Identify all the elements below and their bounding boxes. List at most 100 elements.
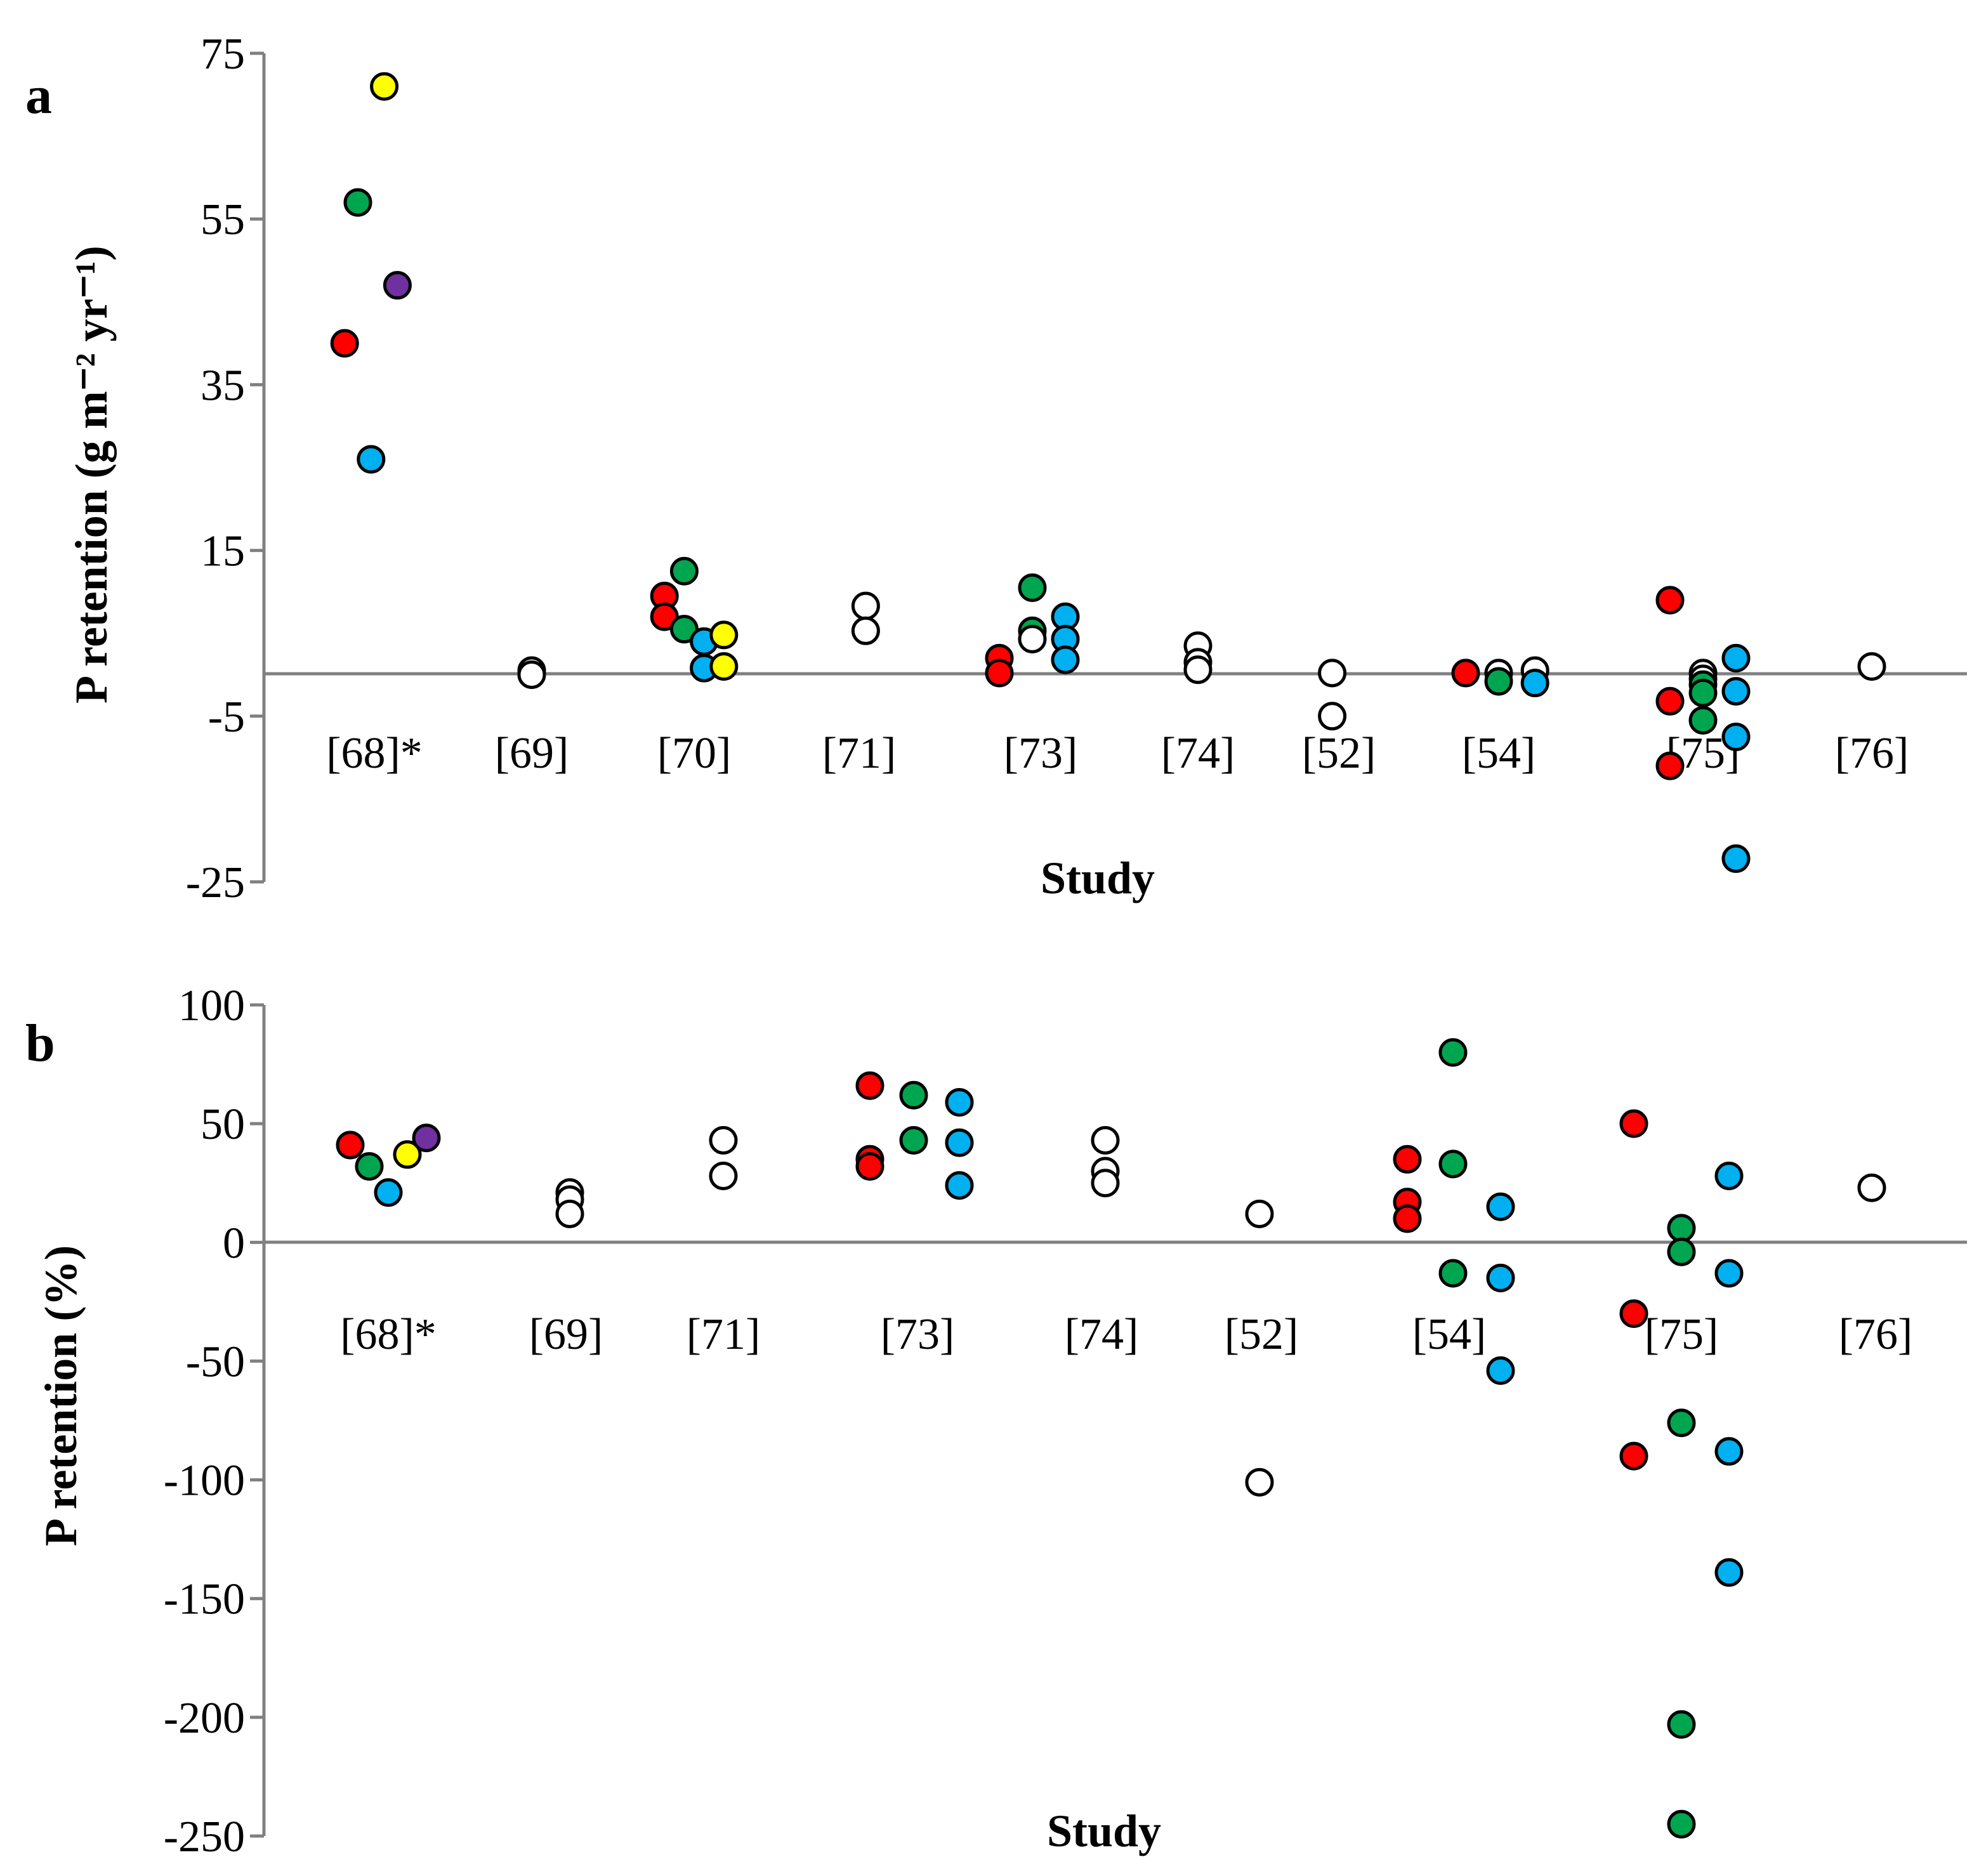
data-point-white [1183, 655, 1213, 685]
panel-a-letter: a [25, 66, 52, 125]
data-point-green [1667, 1710, 1696, 1739]
data-point-blue [357, 445, 386, 474]
data-point-blue [1714, 1161, 1744, 1190]
data-point-red [1655, 751, 1685, 780]
x-category-label: [69] [529, 1310, 603, 1359]
data-point-yellow [370, 72, 399, 101]
data-point-red [1393, 1145, 1422, 1174]
data-point-red [1393, 1204, 1422, 1233]
data-point-green [1667, 1214, 1696, 1243]
data-point-white [1245, 1467, 1274, 1497]
data-point-green [1667, 1408, 1696, 1438]
x-category-label: [52] [1225, 1310, 1299, 1359]
data-point-blue [374, 1178, 403, 1207]
data-point-green [1018, 573, 1047, 602]
x-category-label: [54] [1462, 729, 1536, 778]
data-point-red [985, 659, 1014, 688]
x-category-label: [76] [1839, 1310, 1913, 1359]
y-tick-label: -150 [164, 1575, 245, 1624]
y-tick-label: -250 [164, 1813, 245, 1861]
x-category-label: [74] [1065, 1310, 1139, 1359]
data-point-red [1619, 1299, 1648, 1328]
data-point-blue [945, 1171, 974, 1200]
y-tick-label: 0 [223, 1219, 245, 1268]
data-point-white [1091, 1169, 1120, 1198]
data-point-red [330, 329, 359, 358]
data-point-white [1857, 1173, 1886, 1202]
data-point-red [336, 1131, 365, 1160]
data-point-blue [1721, 844, 1751, 873]
data-point-blue [1714, 1259, 1744, 1288]
panel-b-letter: b [25, 1014, 55, 1073]
data-point-purple [383, 271, 412, 300]
data-point-yellow [393, 1140, 422, 1169]
data-point-blue [1520, 669, 1549, 698]
data-point-green [1688, 678, 1718, 707]
data-point-green [1438, 1259, 1468, 1288]
data-point-white [709, 1125, 738, 1155]
panel-b-category-labels: [68]* [69] [71] [73] [74] [52] [54] [75] [76] [340, 1310, 1912, 1359]
data-point-red [1619, 1109, 1648, 1138]
data-point-red [1655, 686, 1685, 716]
data-point-white [1318, 702, 1347, 731]
panel-a-points [330, 72, 1886, 873]
data-point-green [899, 1125, 928, 1155]
x-category-label: [75] [1645, 1310, 1719, 1359]
y-tick-label: -100 [164, 1457, 245, 1505]
panel-b-chart: b 100 50 0 -50 -100 -150 -200 -250 [68]* [69] [71… [25, 981, 1967, 1861]
y-tick-label: -50 [186, 1337, 245, 1386]
data-point-blue [945, 1087, 974, 1117]
panel-b-x-axis-title: Study [1047, 1806, 1161, 1856]
data-point-green [1667, 1809, 1696, 1839]
y-tick-label: 75 [201, 30, 245, 79]
y-tick-label: -25 [186, 858, 245, 907]
data-point-blue [945, 1128, 974, 1157]
x-category-label: [73] [881, 1310, 955, 1359]
panel-a-chart: a 75 55 35 15 -5 -25 [68]* [69] [70] [71] [73] [74… [25, 30, 1967, 907]
data-point-blue [1714, 1558, 1744, 1587]
data-point-white [851, 591, 880, 620]
data-point-white [1857, 652, 1886, 681]
x-category-label: [68]* [340, 1310, 437, 1359]
data-point-red [855, 1071, 884, 1100]
data-point-blue [1486, 1263, 1515, 1292]
panel-b-points [336, 1038, 1886, 1839]
y-tick-label: -5 [208, 693, 245, 742]
data-point-green [669, 615, 699, 644]
data-point-red [855, 1152, 884, 1181]
y-tick-label: 100 [178, 981, 245, 1030]
x-category-label: [76] [1835, 729, 1909, 778]
x-category-label: [54] [1412, 1310, 1487, 1359]
data-point-green [1688, 705, 1718, 735]
y-tick-label: 55 [201, 195, 245, 244]
data-point-green [899, 1080, 928, 1110]
data-point-white [709, 1161, 738, 1190]
panel-a-y-ticks: 75 55 35 15 -5 -25 [186, 30, 264, 907]
data-point-red [650, 602, 679, 631]
x-category-label: [71] [687, 1310, 761, 1359]
y-tick-label: 15 [201, 527, 245, 576]
data-point-green [1438, 1038, 1468, 1067]
data-point-blue [1721, 722, 1751, 751]
data-point-white [1245, 1199, 1274, 1228]
data-point-red [1655, 586, 1685, 615]
y-tick-label: 50 [201, 1100, 245, 1149]
data-point-green [1438, 1150, 1468, 1179]
data-point-purple [412, 1124, 441, 1153]
x-category-label: [52] [1302, 729, 1376, 778]
x-category-label: [70] [657, 729, 732, 778]
data-point-white [851, 616, 880, 645]
data-point-blue [1714, 1437, 1744, 1466]
x-category-label: [73] [1004, 729, 1078, 778]
data-point-green [1484, 667, 1513, 696]
data-point-green [669, 556, 699, 586]
panel-a-y-axis-title: P retention (g m⁻² yr⁻¹) [66, 246, 117, 704]
data-point-white [1318, 659, 1347, 688]
panel-a-x-axis-title: Study [1041, 853, 1155, 903]
data-point-yellow [709, 652, 739, 681]
data-point-green [343, 188, 372, 217]
data-point-red [1619, 1441, 1648, 1471]
data-point-white [555, 1199, 584, 1228]
data-point-blue [1486, 1192, 1515, 1221]
data-point-blue [1051, 645, 1080, 674]
